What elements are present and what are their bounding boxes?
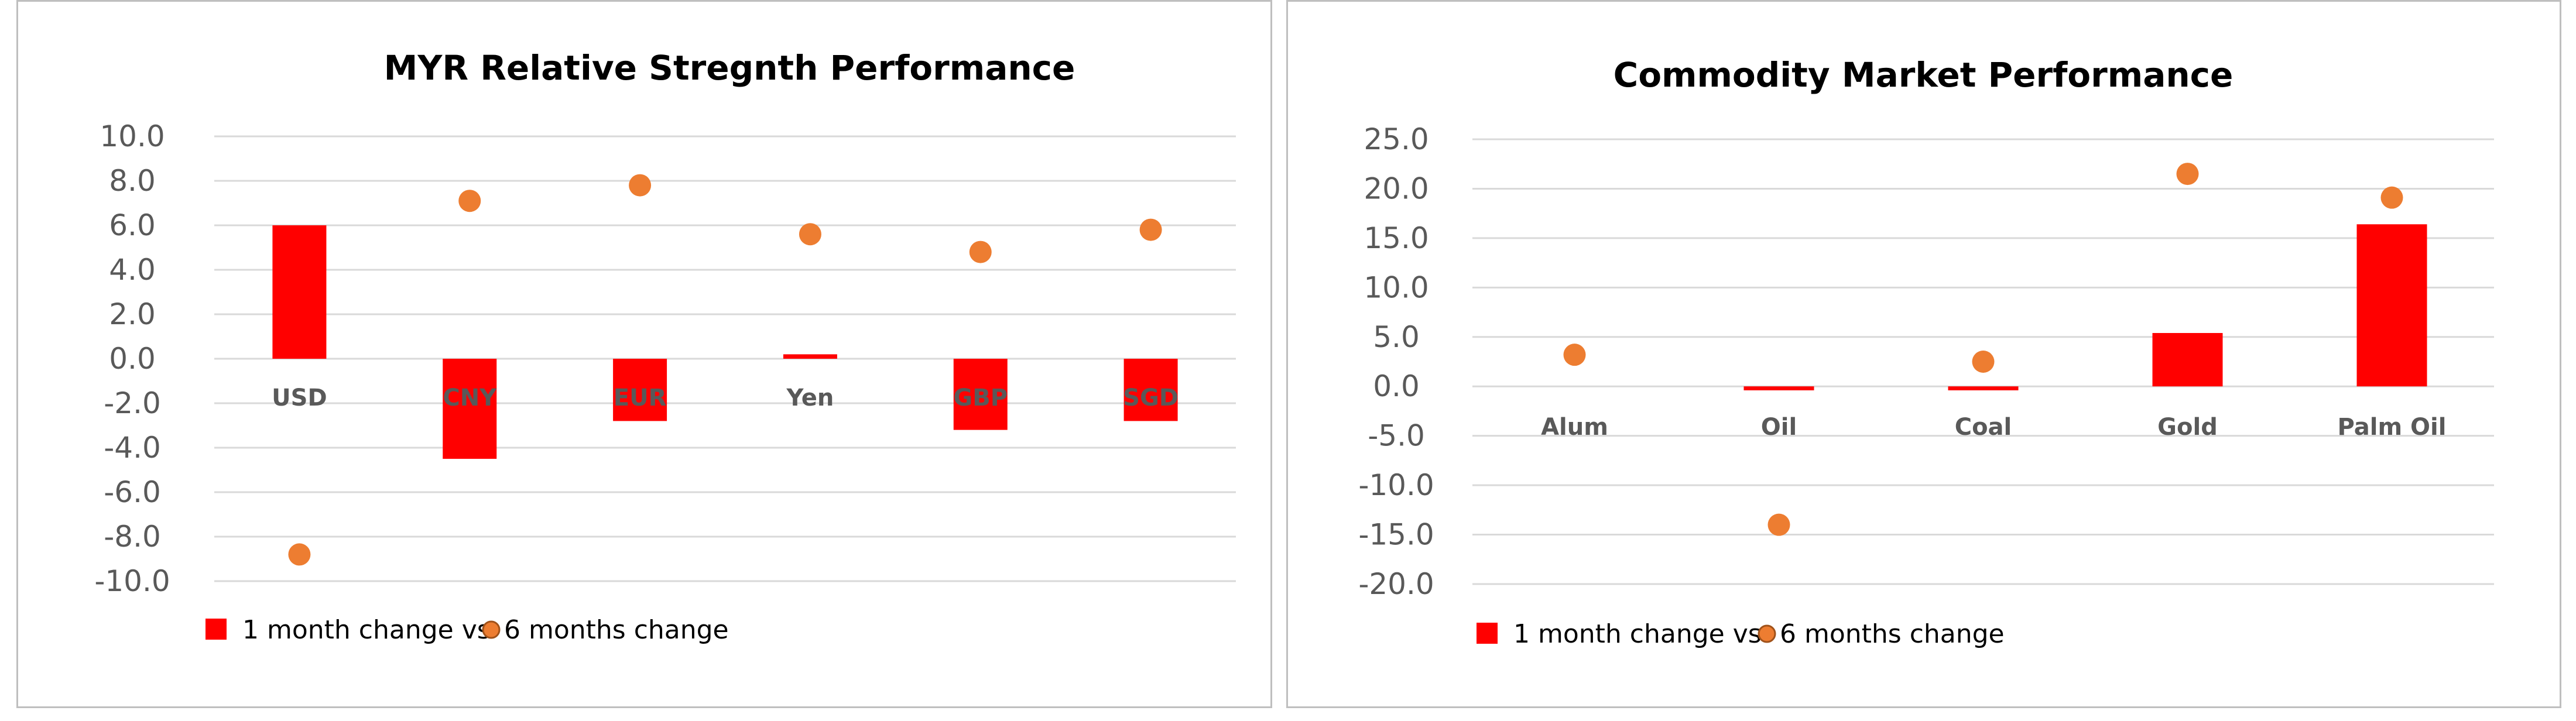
bar-sgd: [1123, 359, 1178, 421]
chart-myr-strength: MYR Relative Stregnth Performance 10.0 8.0…: [94, 48, 1236, 645]
bar-palm-oil: [2356, 224, 2427, 387]
legend-label-dot: 6 months change: [1780, 619, 2005, 649]
y-tick-label: 2.0: [109, 297, 156, 331]
chart-panel-myr: MYR Relative Stregnth Performance 10.0 8.0…: [16, 0, 1272, 708]
dot-gold: [2176, 163, 2199, 186]
legend-label-bar: 1 month change vs: [1513, 619, 1762, 649]
y-tick-label: 15.0: [1364, 221, 1429, 255]
dot-cny: [458, 190, 481, 212]
bar-gbp: [953, 359, 1008, 430]
y-tick-label: -6.0: [104, 475, 161, 509]
y-tick-label: -10.0: [1358, 468, 1434, 502]
dot-usd: [288, 543, 311, 566]
y-tick-label: -5.0: [1368, 419, 1425, 453]
category-label: USD: [272, 384, 327, 411]
y-tick-label: 8.0: [109, 164, 156, 198]
legend-label-bar: 1 month change vs: [242, 615, 491, 645]
dot-gbp: [969, 241, 992, 263]
category-label: Oil: [1761, 414, 1797, 441]
chart-title-myr: MYR Relative Stregnth Performance: [384, 48, 1075, 88]
y-tick-label: -20.0: [1358, 567, 1434, 601]
legend-dot-swatch: [482, 620, 501, 639]
category-label: GBP: [953, 384, 1008, 411]
bar-gold: [2152, 333, 2223, 387]
bar-eur: [613, 359, 667, 421]
bar-cny: [443, 359, 497, 459]
y-tick-label: -2.0: [104, 386, 161, 420]
category-label: Palm Oil: [2338, 414, 2447, 441]
category-label: Yen: [786, 384, 834, 411]
legend-dot-swatch: [1758, 624, 1776, 643]
chart-commodity-performance: Commodity Market Performance 25.0 20.0 15.0…: [1358, 55, 2494, 649]
legend-label-dot: 6 months change: [504, 615, 729, 645]
chart-title-commodity: Commodity Market Performance: [1614, 55, 2234, 95]
y-tick-label: 25.0: [1364, 122, 1429, 156]
y-tick-label: -15.0: [1358, 518, 1434, 552]
y-tick-label: 4.0: [109, 253, 156, 287]
dot-alum: [1563, 344, 1586, 366]
category-label: Coal: [1955, 414, 2012, 441]
dot-coal: [1972, 351, 1995, 373]
bar-yen: [783, 354, 837, 359]
y-tick-label: 10.0: [1364, 270, 1429, 304]
y-tick-label: 6.0: [109, 208, 156, 242]
legend-bar-swatch: [205, 619, 227, 640]
y-tick-label: 0.0: [1373, 369, 1420, 403]
y-tick-label: 5.0: [1373, 320, 1420, 354]
dot-oil: [1767, 513, 1790, 536]
dot-palm-oil: [2380, 186, 2403, 209]
bar-usd: [272, 225, 327, 359]
bar-oil: [1743, 386, 1814, 390]
y-tick-label: -8.0: [104, 520, 161, 554]
dot-sgd: [1139, 218, 1162, 241]
chart-panel-commodity: Commodity Market Performance 25.0 20.0 15.0…: [1286, 0, 2561, 708]
category-label: CNY: [443, 384, 497, 411]
bar-coal: [1948, 386, 2019, 390]
y-tick-label: -10.0: [94, 564, 170, 598]
category-label: Alum: [1541, 414, 1608, 441]
category-label: SGD: [1123, 384, 1179, 411]
y-tick-label: 10.0: [100, 119, 165, 153]
legend-bar-swatch: [1477, 623, 1498, 644]
y-tick-label: 20.0: [1364, 171, 1429, 205]
y-tick-label: 0.0: [109, 342, 156, 376]
dot-yen: [799, 223, 821, 246]
dot-eur: [629, 174, 652, 197]
y-tick-label: -4.0: [104, 431, 161, 465]
category-label: Gold: [2157, 414, 2218, 441]
category-label: EUR: [614, 384, 667, 411]
